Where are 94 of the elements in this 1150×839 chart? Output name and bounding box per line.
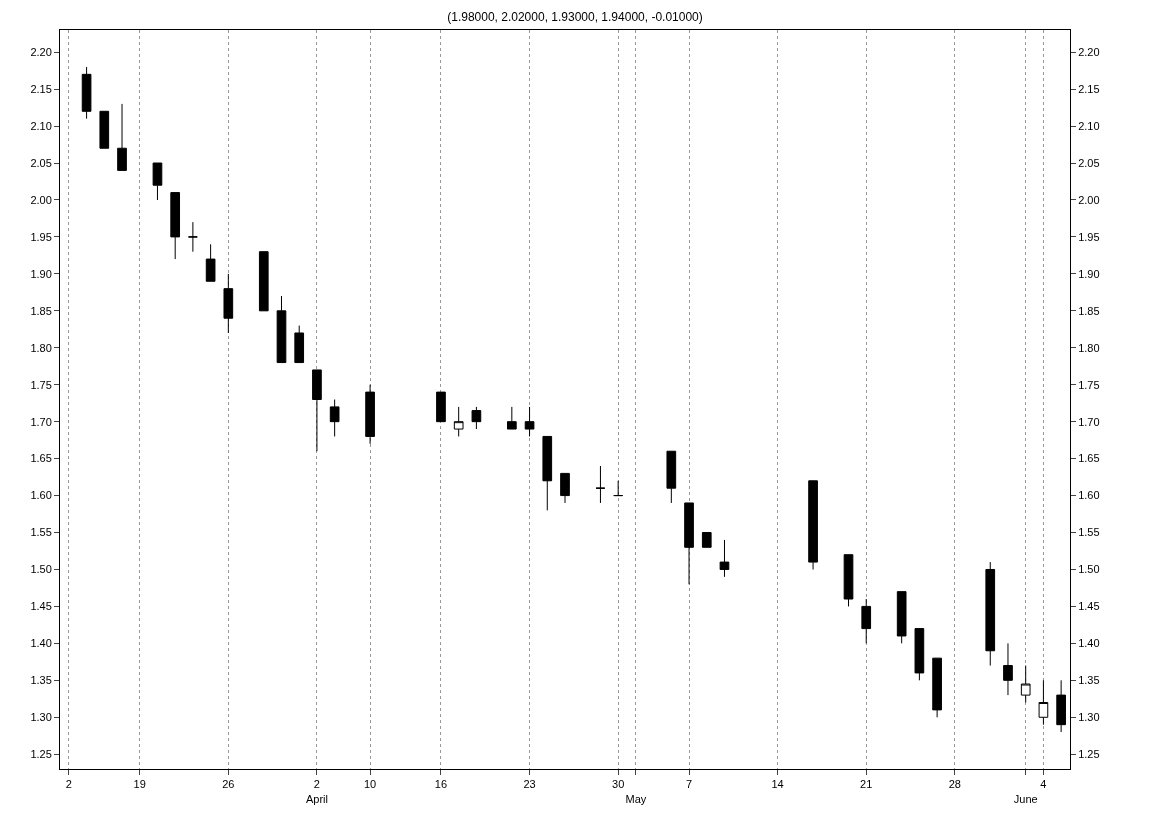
candlestick <box>701 532 712 548</box>
candlestick <box>808 480 818 570</box>
y2-tick-label: 1.55 <box>1078 526 1100 539</box>
y-tick-label: 1.65 <box>30 452 52 465</box>
y2-tick-label: 1.60 <box>1078 489 1100 502</box>
y2-tick-label: 2.05 <box>1078 156 1100 169</box>
y-tick-label: 2.20 <box>30 46 52 59</box>
y2-tick-label: 1.65 <box>1078 452 1100 465</box>
candlestick <box>188 221 198 253</box>
candlestick <box>99 110 110 149</box>
candlestick <box>1038 679 1049 726</box>
y2-tick-label: 1.35 <box>1078 674 1100 687</box>
candlestick <box>223 273 234 334</box>
y2-tick-label: 1.45 <box>1078 600 1100 613</box>
candlestick <box>932 657 942 718</box>
candlestick <box>117 103 127 171</box>
candlestick <box>560 472 570 504</box>
y2-tick-label: 1.90 <box>1078 267 1100 280</box>
candlestick <box>524 406 535 437</box>
y-tick-label: 2.05 <box>30 156 52 169</box>
x-tick-label: 21 <box>860 778 873 791</box>
candlestick <box>861 598 872 644</box>
candlestick <box>471 406 482 430</box>
y2-tick-label: 1.95 <box>1078 230 1100 243</box>
candlestick <box>1056 679 1066 733</box>
candlestick <box>719 539 730 578</box>
candlestick <box>542 435 553 511</box>
y2-tick-label: 2.10 <box>1078 119 1100 132</box>
x-tick-label: 26 <box>222 778 235 791</box>
candlestick <box>595 465 606 504</box>
candlestick <box>843 554 854 607</box>
y2-tick-label: 1.50 <box>1078 563 1100 576</box>
x-tick-label: 10 <box>363 778 377 791</box>
y2-tick-label: 1.75 <box>1078 378 1100 391</box>
y2-tick-label: 1.25 <box>1078 748 1100 761</box>
candlestick <box>365 384 375 445</box>
y-tick-label: 1.40 <box>30 637 52 650</box>
y-tick-label: 1.75 <box>30 378 52 391</box>
x-tick-label: 2 <box>65 778 72 791</box>
candlestick <box>258 251 269 312</box>
y-tick-label: 2.15 <box>30 82 52 95</box>
x-tick-label: 7 <box>685 778 693 791</box>
candlestick <box>613 480 623 497</box>
candlestick <box>896 591 907 644</box>
y2-tick-label: 2.15 <box>1078 82 1100 95</box>
y2-tick-label: 2.20 <box>1078 46 1100 59</box>
x-tick-label: 14 <box>771 778 784 791</box>
y-tick-label: 2.00 <box>30 193 52 206</box>
x-tick-label: 23 <box>523 778 536 791</box>
y2-tick-label: 2.00 <box>1078 193 1100 206</box>
y-tick-label: 1.35 <box>30 674 52 687</box>
candlestick <box>152 162 163 201</box>
y-tick-label: 1.45 <box>30 600 52 613</box>
candlestick <box>507 406 517 430</box>
candlestick <box>329 399 340 437</box>
y-tick-label: 1.30 <box>30 711 52 724</box>
y2-tick-label: 1.85 <box>1078 304 1100 317</box>
candlestick <box>312 369 322 452</box>
candlestick <box>436 391 446 423</box>
candlestick <box>276 295 287 364</box>
x-tick-label: 16 <box>434 778 448 791</box>
x-tick-label: June <box>1013 792 1038 805</box>
y-tick-label: 1.85 <box>30 304 52 317</box>
candlestick <box>205 243 216 282</box>
candlestick <box>1003 642 1013 696</box>
x-tick-label: 4 <box>1040 778 1047 791</box>
x-tick-label: 2 April <box>305 778 328 805</box>
y-tick-label: 1.95 <box>30 230 52 243</box>
x-tick-label: May <box>625 792 647 805</box>
x-tick-label: 28 <box>948 778 961 791</box>
candlestick <box>666 450 677 504</box>
y-tick-label: 2.10 <box>30 119 52 132</box>
candlestick <box>914 628 925 681</box>
x-tick-label: 30 <box>612 778 625 791</box>
candlestick <box>453 406 464 437</box>
y-tick-label: 1.55 <box>30 526 52 539</box>
chart-title: (1.98000, 2.02000, 1.93000, 1.94000, -0.01000) <box>447 9 703 24</box>
y-tick-label: 1.70 <box>30 415 52 428</box>
y2-tick-label: 1.70 <box>1078 415 1100 428</box>
candlestick <box>1020 665 1031 703</box>
y2-tick-label: 1.30 <box>1078 711 1100 724</box>
y-tick-label: 1.50 <box>30 563 52 576</box>
candlestick <box>170 192 181 260</box>
candlestick <box>684 502 694 585</box>
y2-tick-label: 1.40 <box>1078 637 1100 650</box>
candlestick <box>985 561 996 667</box>
x-tick-label: 19 <box>133 778 146 791</box>
y-tick-label: 1.80 <box>30 341 52 354</box>
y-tick-label: 1.25 <box>30 748 52 761</box>
candlestick <box>81 66 92 120</box>
y-tick-label: 1.90 <box>30 267 52 280</box>
candlestick <box>294 325 305 364</box>
y-tick-label: 1.60 <box>30 489 52 502</box>
y2-tick-label: 1.80 <box>1078 341 1100 354</box>
